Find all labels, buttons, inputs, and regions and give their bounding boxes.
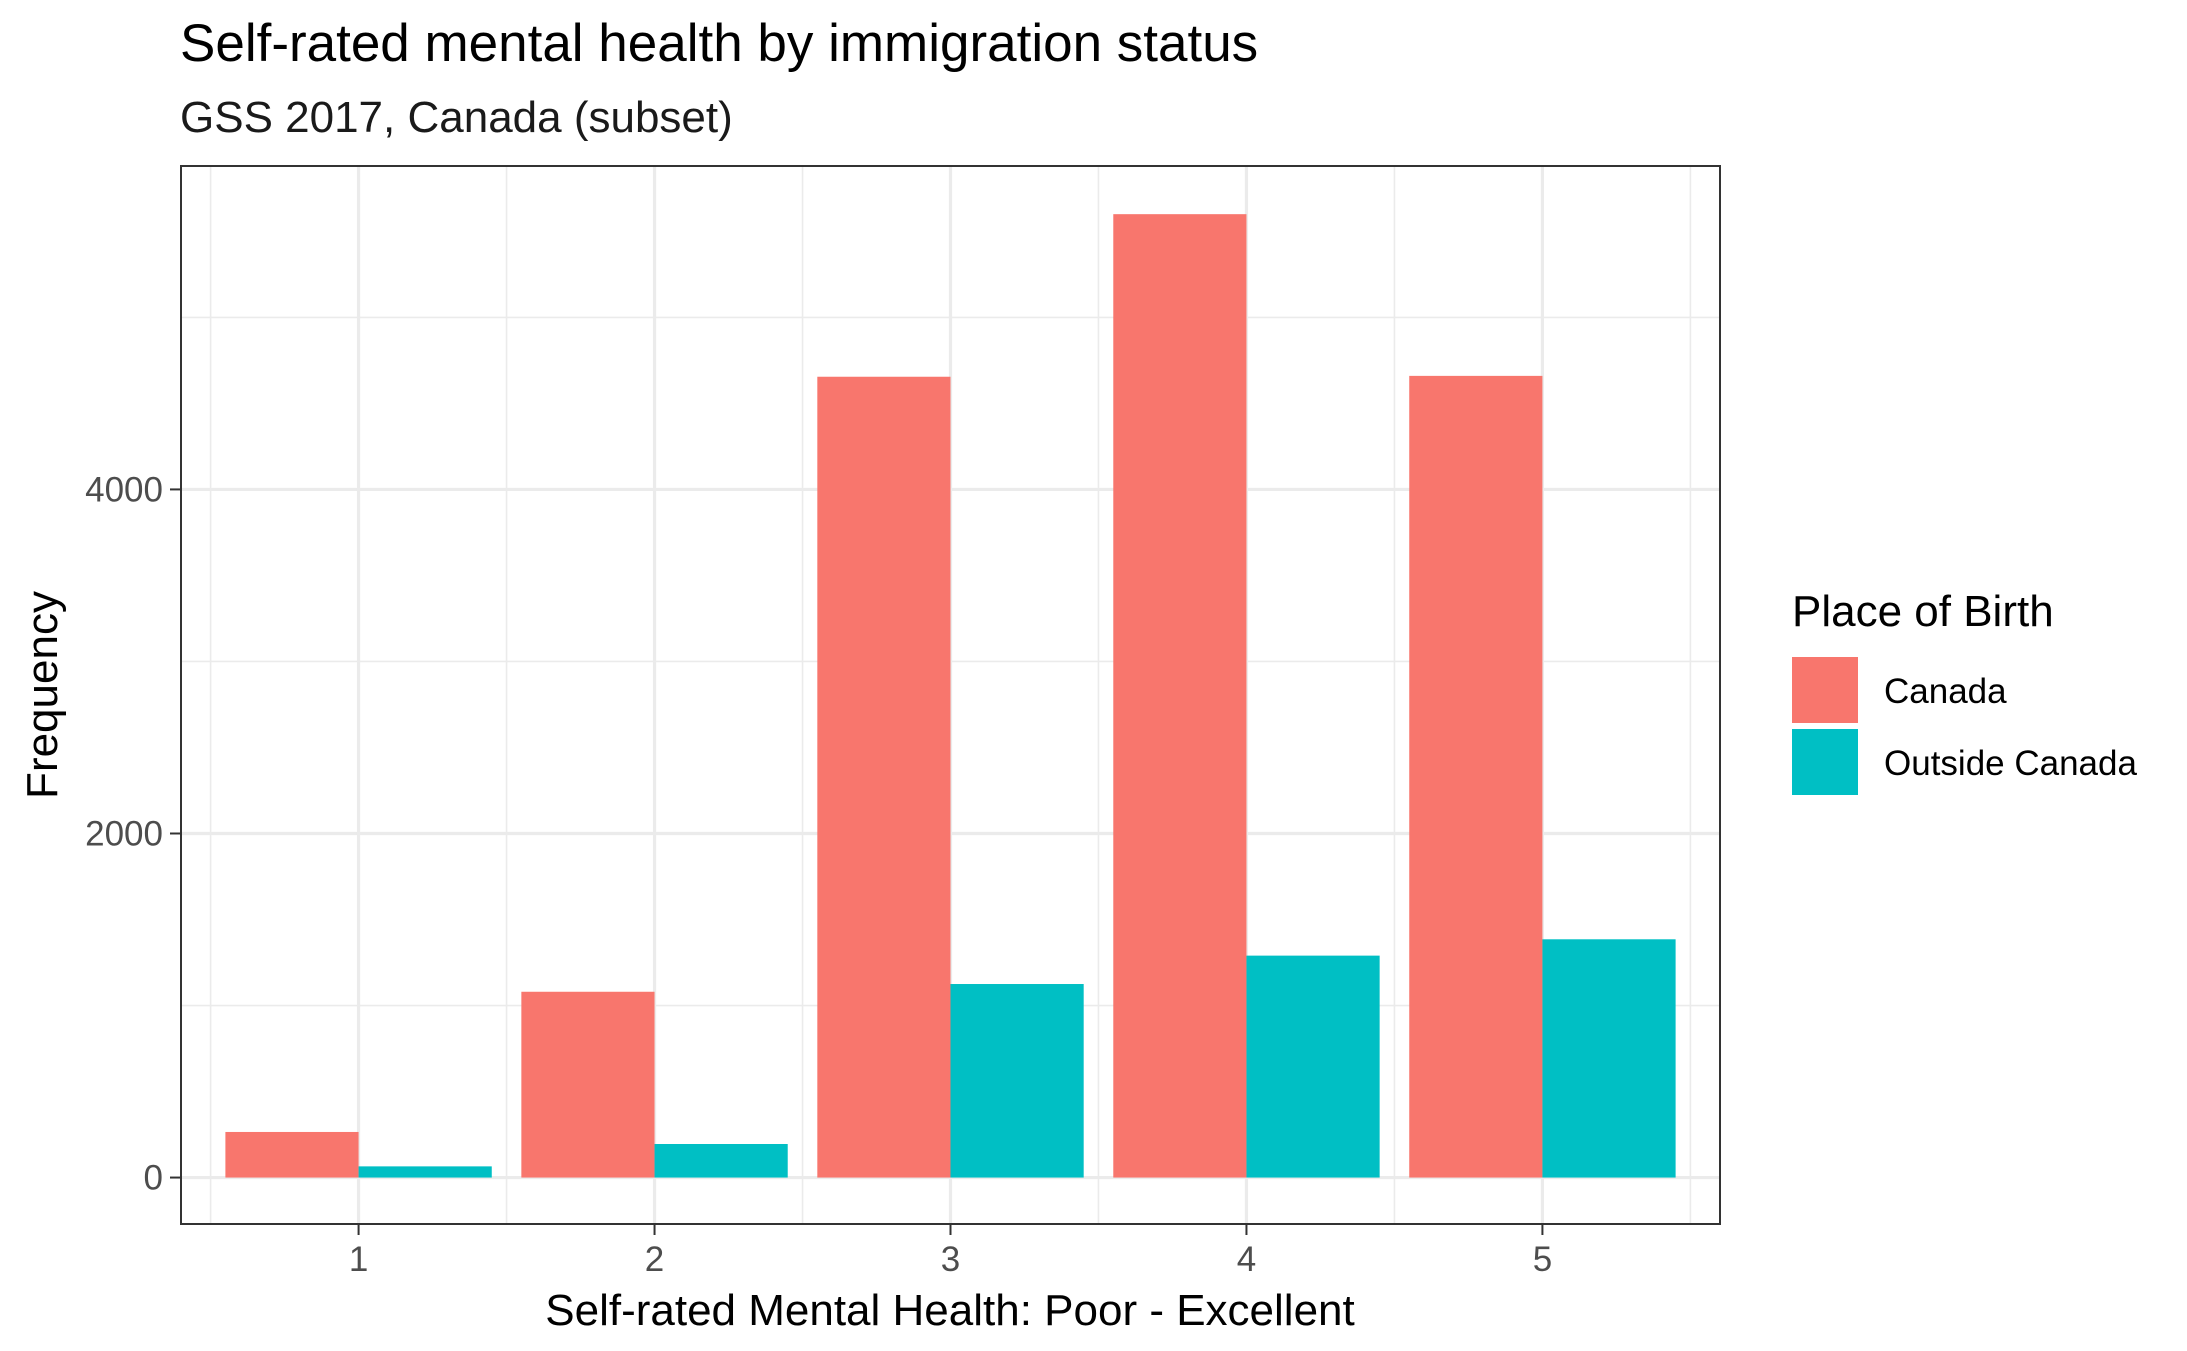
bar-canada-1 xyxy=(225,1131,359,1178)
legend-title: Place of Birth xyxy=(1792,587,2054,636)
y-tick-label: 0 xyxy=(144,1159,163,1198)
bar-outside-canada-3 xyxy=(950,984,1084,1178)
bar-canada-5 xyxy=(1409,375,1543,1178)
bar-canada-4 xyxy=(1113,214,1247,1178)
legend-label: Canada xyxy=(1884,672,2007,711)
y-axis-title: Frequency xyxy=(18,591,67,799)
axes: 0 2000 4000 1 2 3 4 5 xyxy=(85,470,1552,1279)
x-tick-label: 2 xyxy=(645,1240,664,1279)
x-tick-label: 5 xyxy=(1533,1240,1552,1279)
chart-title: Self-rated mental health by immigration … xyxy=(180,14,1258,73)
bar-outside-canada-5 xyxy=(1542,939,1676,1178)
bar-canada-3 xyxy=(817,376,951,1178)
x-tick-label: 4 xyxy=(1237,1240,1256,1279)
x-axis-title: Self-rated Mental Health: Poor - Excelle… xyxy=(545,1286,1355,1335)
legend-label: Outside Canada xyxy=(1884,744,2137,783)
bar-outside-canada-2 xyxy=(654,1144,788,1178)
bar-outside-canada-1 xyxy=(358,1166,492,1178)
legend-key-outside-canada xyxy=(1792,729,1858,795)
chart-subtitle: GSS 2017, Canada (subset) xyxy=(180,93,733,142)
x-tick-label: 1 xyxy=(349,1240,368,1279)
x-tick-label: 3 xyxy=(941,1240,960,1279)
bar-canada-2 xyxy=(521,991,655,1178)
y-tick-label: 2000 xyxy=(85,814,163,853)
bars xyxy=(225,214,1676,1178)
y-tick-label: 4000 xyxy=(85,470,163,509)
bar-outside-canada-4 xyxy=(1246,955,1380,1178)
legend-key-canada xyxy=(1792,657,1858,723)
legend: Place of Birth Canada Outside Canada xyxy=(1792,587,2137,795)
